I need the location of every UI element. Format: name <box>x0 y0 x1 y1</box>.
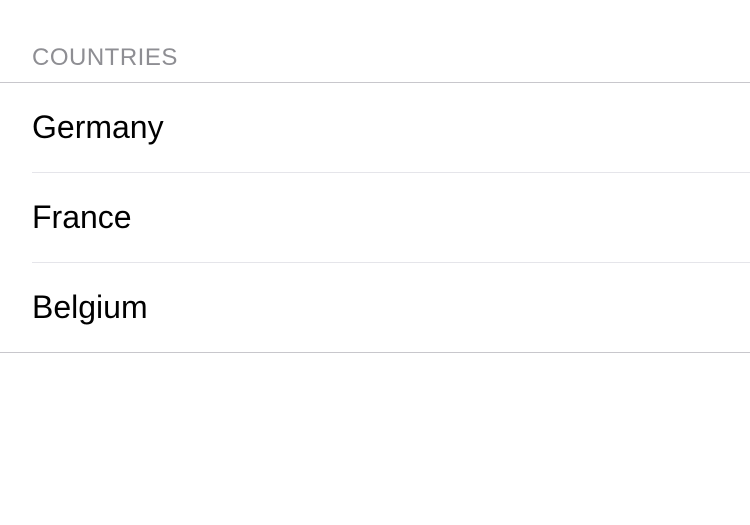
section-header-countries: COUNTRIES <box>0 0 750 82</box>
country-list: Germany France Belgium <box>0 82 750 353</box>
list-item-belgium[interactable]: Belgium <box>32 263 750 352</box>
list-item-germany[interactable]: Germany <box>32 83 750 173</box>
list-item-france[interactable]: France <box>32 173 750 263</box>
